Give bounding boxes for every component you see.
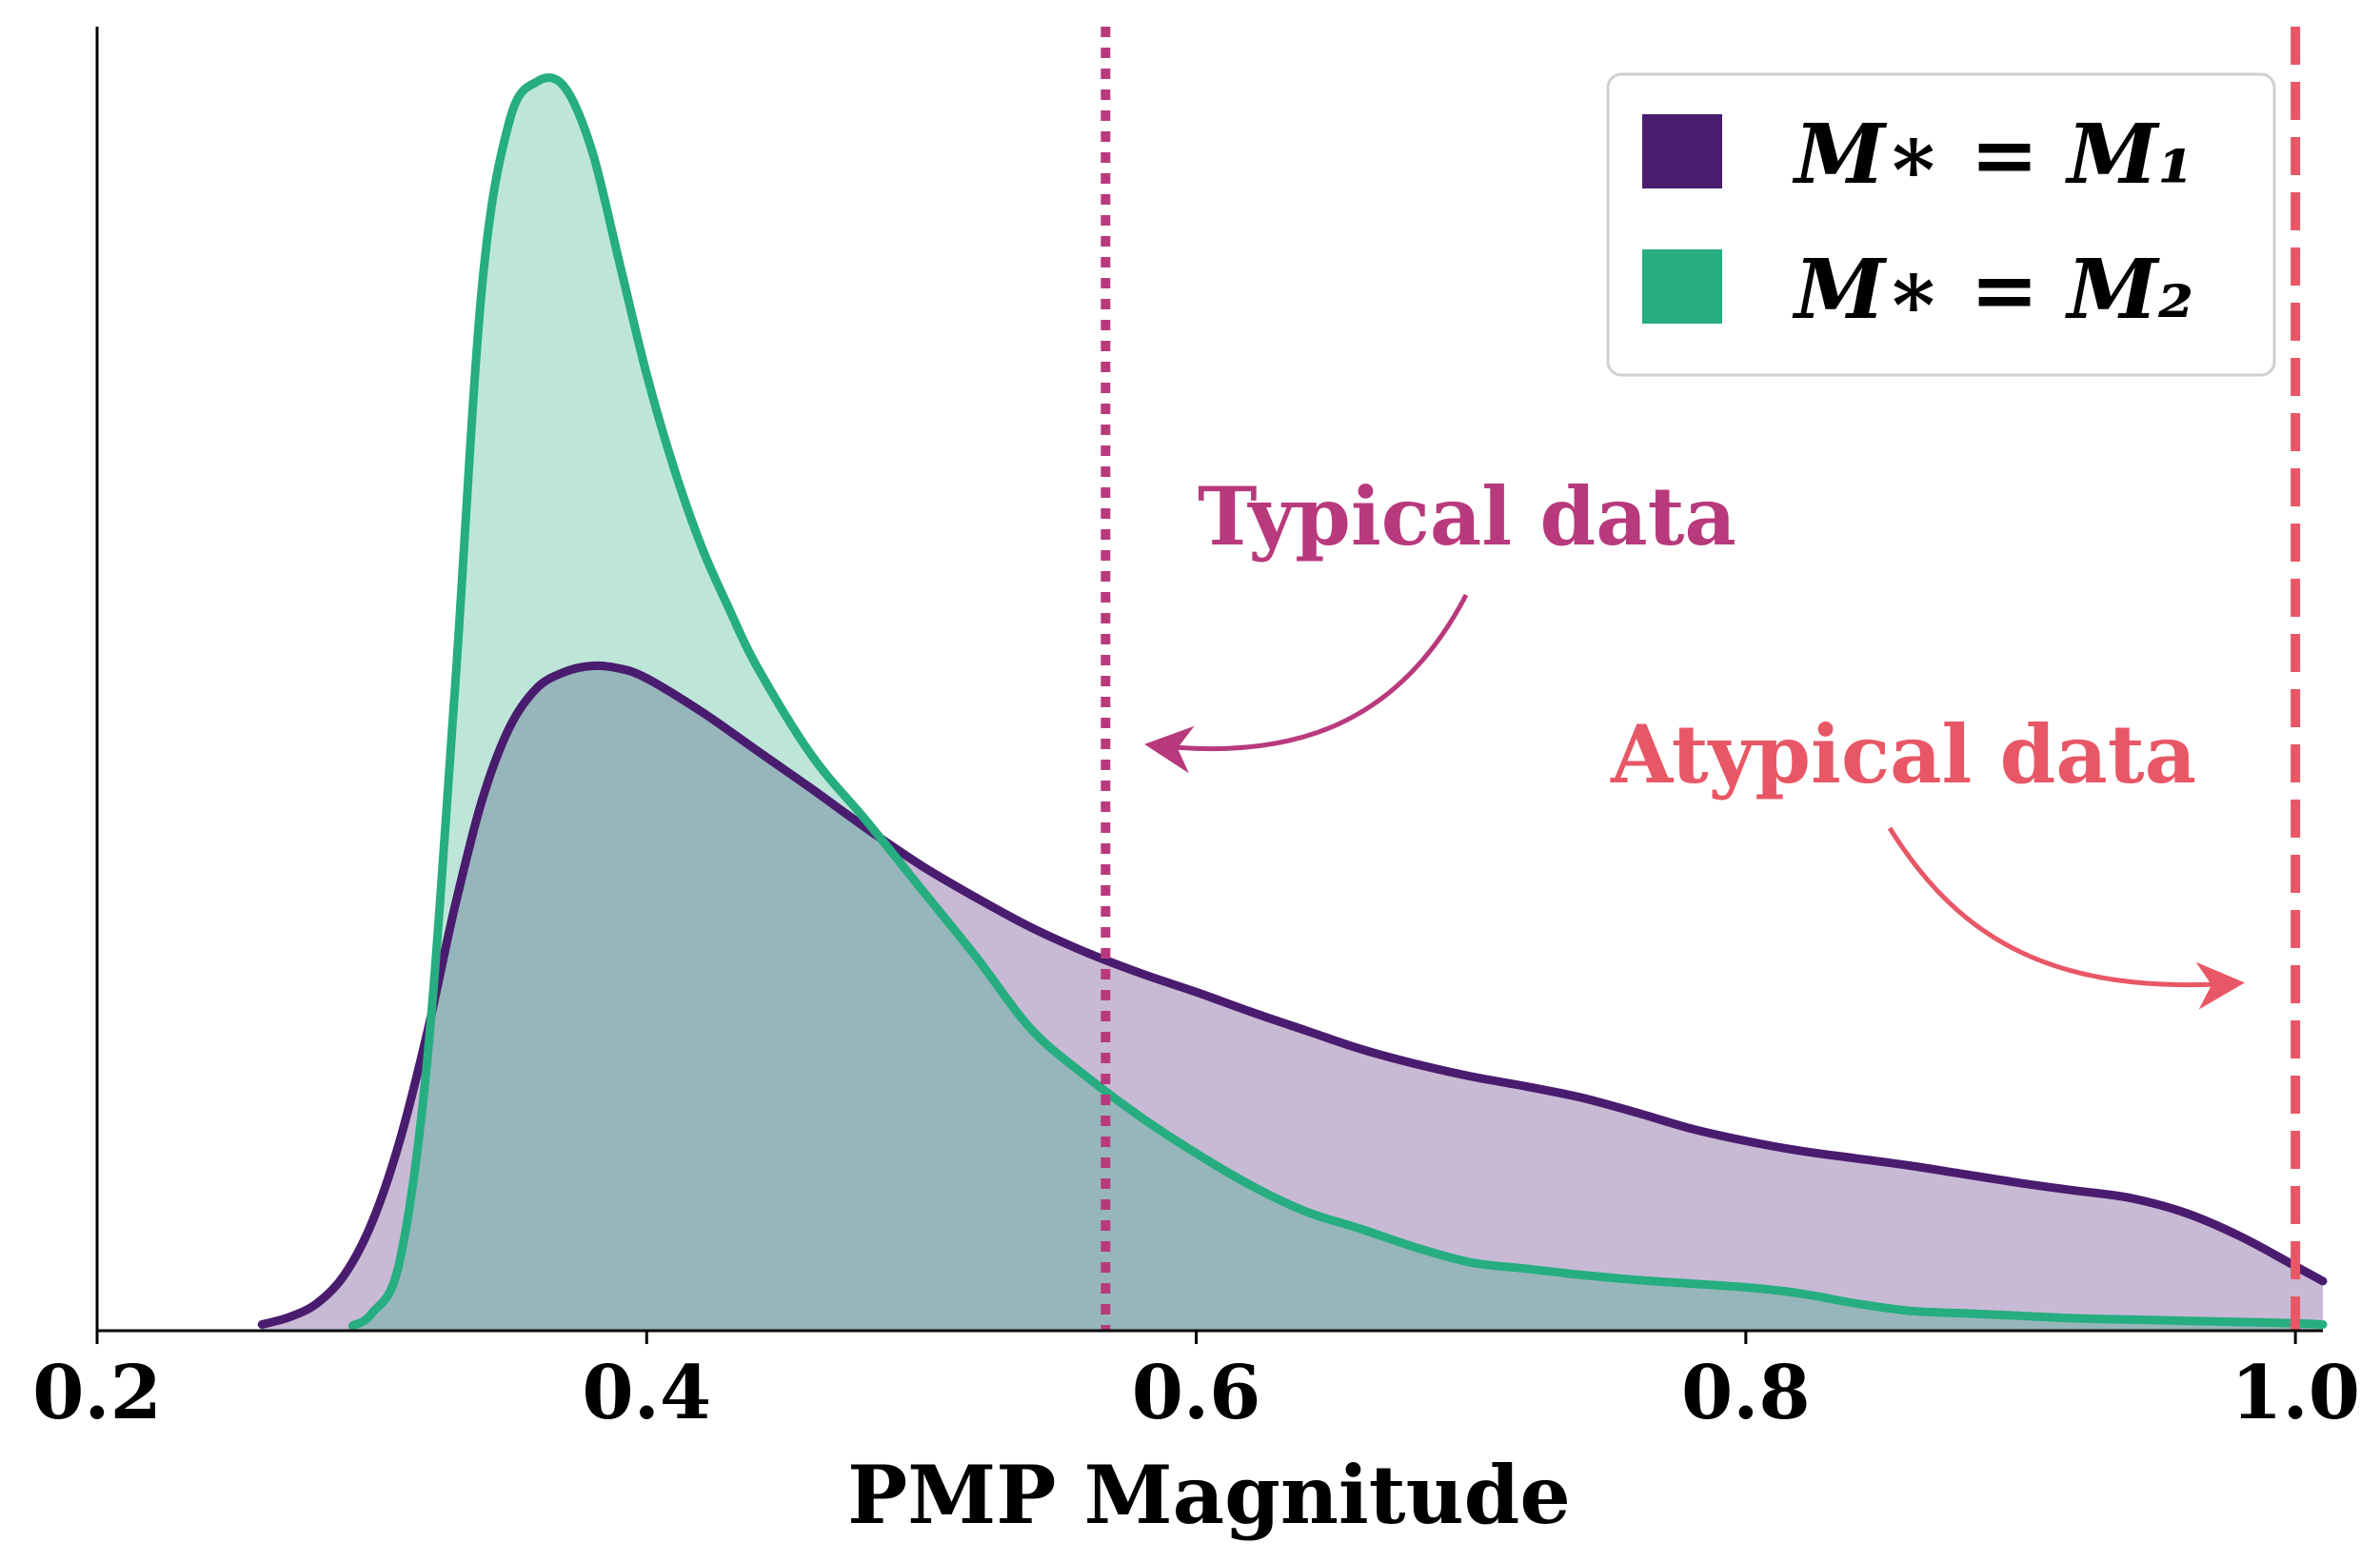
density-lines <box>257 73 2328 1331</box>
legend-label-m2: M∗ = M₂ <box>1792 242 2193 338</box>
annotation-atypical-data: Atypical data <box>1610 707 2196 801</box>
x-tick-label-0: 0.2 <box>32 1350 162 1436</box>
x-tick-label-3: 0.8 <box>1681 1350 1811 1436</box>
density-line-series-2 <box>347 73 2328 1331</box>
legend-swatch-m1 <box>1642 114 1722 188</box>
arrow-typical-data <box>1144 593 1469 774</box>
x-ticks: 0.2 0.4 0.6 0.8 1.0 <box>32 1331 2360 1436</box>
legend-box <box>1606 72 2276 377</box>
density-fills <box>262 77 2324 1331</box>
x-tick-label-4: 1.0 <box>2231 1350 2360 1436</box>
annotation-typical-data: Typical data <box>1198 469 1736 564</box>
density-fill-series-2 <box>352 77 2324 1331</box>
legend-swatch-m2 <box>1642 249 1722 324</box>
x-tick-label-2: 0.6 <box>1132 1350 1261 1436</box>
x-tick-label-1: 0.4 <box>582 1350 711 1436</box>
x-axis-label: PMP Magnitude <box>847 1448 1571 1542</box>
legend-label-m1: M∗ = M₁ <box>1792 107 2193 203</box>
density-fill-series-1 <box>262 665 2324 1331</box>
legend: M∗ = M₁ M∗ = M₂ <box>1606 72 2276 377</box>
reference-lines <box>1101 27 2301 1331</box>
arrow-atypical-data <box>1887 826 2245 1010</box>
density-line-series-1 <box>257 661 2328 1329</box>
